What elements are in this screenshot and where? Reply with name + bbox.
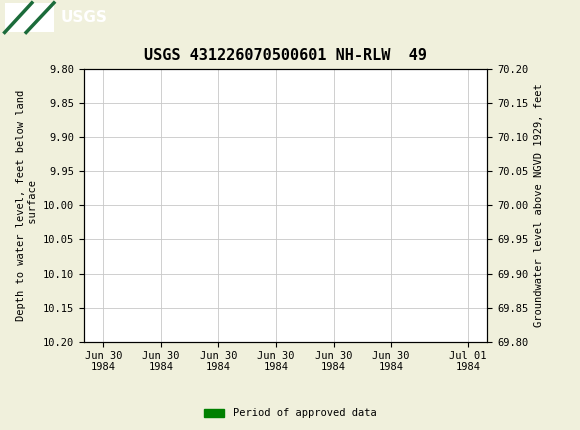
- Y-axis label: Depth to water level, feet below land
 surface: Depth to water level, feet below land su…: [16, 90, 38, 321]
- Title: USGS 431226070500601 NH-RLW  49: USGS 431226070500601 NH-RLW 49: [144, 49, 427, 64]
- Y-axis label: Groundwater level above NGVD 1929, feet: Groundwater level above NGVD 1929, feet: [534, 83, 543, 327]
- Text: USGS: USGS: [61, 10, 108, 25]
- FancyBboxPatch shape: [5, 3, 54, 32]
- Legend: Period of approved data: Period of approved data: [200, 404, 380, 423]
